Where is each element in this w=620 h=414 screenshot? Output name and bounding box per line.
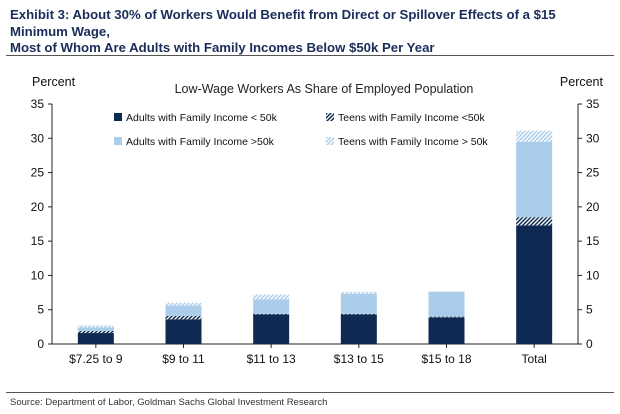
bar-15-to-18-teens-with-family-income-50k [428,316,465,318]
bar-9-to-11-teens-with-family-income-50k [165,315,202,320]
chart: Percent Percent Low-Wage Workers As Shar… [31,75,604,366]
exhibit-title-line-1: Exhibit 3: About 30% of Workers Would Be… [10,7,556,39]
bar-9-to-11-adults-with-family-income-50k [165,305,202,316]
y-tick-label-right: 5 [586,303,593,317]
y-tick-label-left: 15 [31,234,45,248]
y-tick-label-right: 0 [586,337,593,351]
y-tick-label-left: 0 [37,337,44,351]
legend-swatch-teens-below-50k [326,113,334,121]
bar-13-to-15-adults-with-family-income-50k [340,293,377,314]
y-tick-label-right: 20 [586,200,600,214]
bar-13-to-15-teens-with-family-income-50k [340,291,377,294]
x-tick-label: Total [521,352,546,366]
bar-13-to-15-teens-with-family-income-50k [340,313,377,315]
y-tick-label-right: 30 [586,131,600,145]
x-tick-label: $13 to 15 [334,352,384,366]
bar-total-teens-with-family-income-50k [516,217,553,226]
legend-swatch-adults-below-50k [114,113,122,121]
y-tick-label-right: 10 [586,268,600,282]
legend: Adults with Family Income < 50k Teens wi… [114,112,488,148]
bar-11-to-13-adults-with-family-income-50k [253,299,290,314]
bar-9-to-11-adults-with-family-income-50k [165,319,202,344]
legend-label-adults-below-50k: Adults with Family Income < 50k [126,112,278,124]
plot-area: 0 0 5 5 10 10 15 15 20 20 25 25 30 30 35 35 $7.25 to 9 $9… [31,97,600,366]
exhibit-title: Exhibit 3: About 30% of Workers Would Be… [10,7,614,57]
bar-9-to-11-teens-with-family-income-50k [165,302,202,306]
legend-label-teens-above-50k: Teens with Family Income > 50k [338,136,488,148]
y-tick-label-left: 5 [37,303,44,317]
bar-total-adults-with-family-income-50k [516,225,553,344]
legend-label-teens-below-50k: Teens with Family Income <50k [338,112,486,124]
bar-11-to-13-teens-with-family-income-50k [253,313,290,315]
y-tick-label-left: 10 [31,268,45,282]
y-tick-label-left: 30 [31,131,45,145]
x-tick-label: $11 to 13 [247,352,296,366]
legend-swatch-teens-above-50k [326,137,334,145]
bottom-divider [6,392,614,393]
y-tick-label-left: 35 [31,97,45,111]
legend-swatch-adults-above-50k [114,137,122,145]
y-tick-label-right: 15 [586,234,600,248]
chart-title: Low-Wage Workers As Share of Employed Po… [175,82,474,96]
bar-total-teens-with-family-income-50k [516,130,553,142]
y-tick-label-right: 35 [586,97,600,111]
source-note: Source: Department of Labor, Goldman Sac… [10,397,328,408]
x-tick-label: $15 to 18 [421,352,471,366]
bar-13-to-15-adults-with-family-income-50k [340,314,377,344]
exhibit-title-line-2: Most of Whom Are Adults with Family Inco… [10,40,435,55]
y-tick-label-right: 25 [586,166,600,180]
y-axis-title-left: Percent [32,75,76,89]
bar-15-to-18-adults-with-family-income-50k [428,317,465,344]
bar-11-to-13-adults-with-family-income-50k [253,314,290,344]
top-divider [6,55,614,56]
y-axis-title-right: Percent [560,75,604,89]
x-tick-label: $7.25 to 9 [69,352,123,366]
bar-7-25-to-9-teens-with-family-income-50k [77,325,114,328]
bar-7-25-to-9-adults-with-family-income-50k [77,333,114,344]
bar-7-25-to-9-teens-with-family-income-50k [77,330,114,334]
bar-15-to-18-adults-with-family-income-50k [428,291,465,317]
y-tick-label-left: 25 [31,166,45,180]
bar-15-to-18-teens-with-family-income-50k [428,291,465,292]
y-tick-label-left: 20 [31,200,45,214]
x-tick-label: $9 to 11 [162,352,205,366]
bar-7-25-to-9-adults-with-family-income-50k [77,327,114,331]
bar-11-to-13-teens-with-family-income-50k [253,294,290,300]
bar-total-adults-with-family-income-50k [516,141,553,218]
legend-label-adults-above-50k: Adults with Family Income >50k [126,136,275,148]
